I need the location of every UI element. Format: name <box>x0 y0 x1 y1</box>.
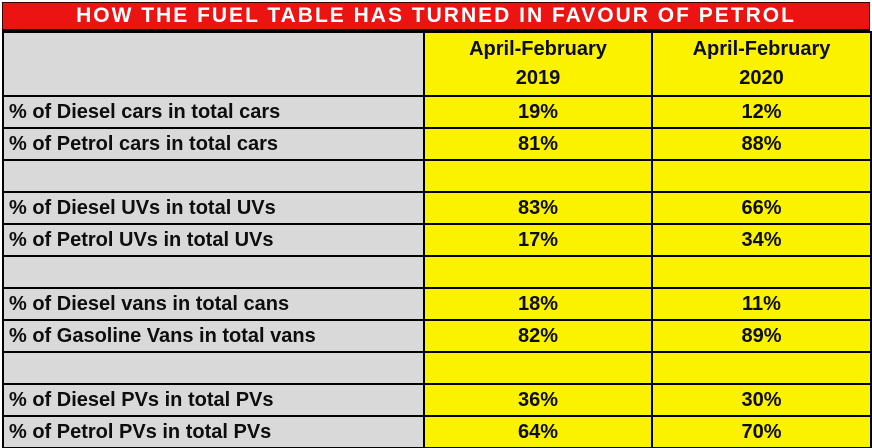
value-2019 <box>423 351 653 385</box>
value-2019: 17% <box>423 223 653 257</box>
row-label <box>2 255 425 289</box>
value-2019 <box>423 159 653 193</box>
table-row-petrol-pvs: % of Petrol PVs in total PVs 64% 70% <box>2 415 872 448</box>
header-2019-line1: April-February <box>469 38 607 60</box>
row-label: % of Diesel cars in total cars <box>2 95 425 129</box>
table-row-spacer <box>2 351 872 385</box>
table-row-gasoline-vans: % of Gasoline Vans in total vans 82% 89% <box>2 319 872 353</box>
table-row-diesel-vans: % of Diesel vans in total cans 18% 11% <box>2 287 872 321</box>
value-2019: 19% <box>423 95 653 129</box>
value-2019: 36% <box>423 383 653 417</box>
fuel-share-table: April-February 2019 April-February 2020 … <box>2 31 872 448</box>
table-row-petrol-cars: % of Petrol cars in total cars 81% 88% <box>2 127 872 161</box>
header-2020-line1: April-February <box>692 38 831 60</box>
value-2019: 18% <box>423 287 653 321</box>
value-2020: 34% <box>651 223 872 257</box>
value-2020: 88% <box>651 127 872 161</box>
value-2020 <box>651 351 872 385</box>
value-2019: 82% <box>423 319 653 353</box>
header-april-february-2020: April-February 2020 <box>651 31 872 97</box>
value-2019: 81% <box>423 127 653 161</box>
value-2020 <box>651 159 872 193</box>
row-label: % of Gasoline Vans in total vans <box>2 319 425 353</box>
row-label: % of Diesel UVs in total UVs <box>2 191 425 225</box>
table-row-diesel-uvs: % of Diesel UVs in total UVs 83% 66% <box>2 191 872 225</box>
row-label <box>2 159 425 193</box>
row-label: % of Diesel vans in total cans <box>2 287 425 321</box>
value-2020: 11% <box>651 287 872 321</box>
row-label: % of Petrol UVs in total UVs <box>2 223 425 257</box>
page-title: HOW THE FUEL TABLE HAS TURNED IN FAVOUR … <box>2 2 870 31</box>
table-row-spacer <box>2 255 872 289</box>
value-2019: 83% <box>423 191 653 225</box>
value-2020: 30% <box>651 383 872 417</box>
row-label: % of Petrol PVs in total PVs <box>2 415 425 448</box>
value-2020: 66% <box>651 191 872 225</box>
row-label <box>2 351 425 385</box>
row-label: % of Petrol cars in total cars <box>2 127 425 161</box>
value-2020: 89% <box>651 319 872 353</box>
table-header-row: April-February 2019 April-February 2020 <box>2 31 872 97</box>
table-row-diesel-cars: % of Diesel cars in total cars 19% 12% <box>2 95 872 129</box>
table-row-diesel-pvs: % of Diesel PVs in total PVs 36% 30% <box>2 383 872 417</box>
table-row-petrol-uvs: % of Petrol UVs in total UVs 17% 34% <box>2 223 872 257</box>
header-2019-line2: 2019 <box>515 67 561 89</box>
value-2020: 70% <box>651 415 872 448</box>
value-2020: 12% <box>651 95 872 129</box>
table-row-spacer <box>2 159 872 193</box>
header-april-february-2019: April-February 2019 <box>423 31 653 97</box>
header-empty-cell <box>2 31 425 97</box>
value-2019 <box>423 255 653 289</box>
value-2019: 64% <box>423 415 653 448</box>
header-2020-line2: 2020 <box>739 67 784 89</box>
value-2020 <box>651 255 872 289</box>
row-label: % of Diesel PVs in total PVs <box>2 383 425 417</box>
